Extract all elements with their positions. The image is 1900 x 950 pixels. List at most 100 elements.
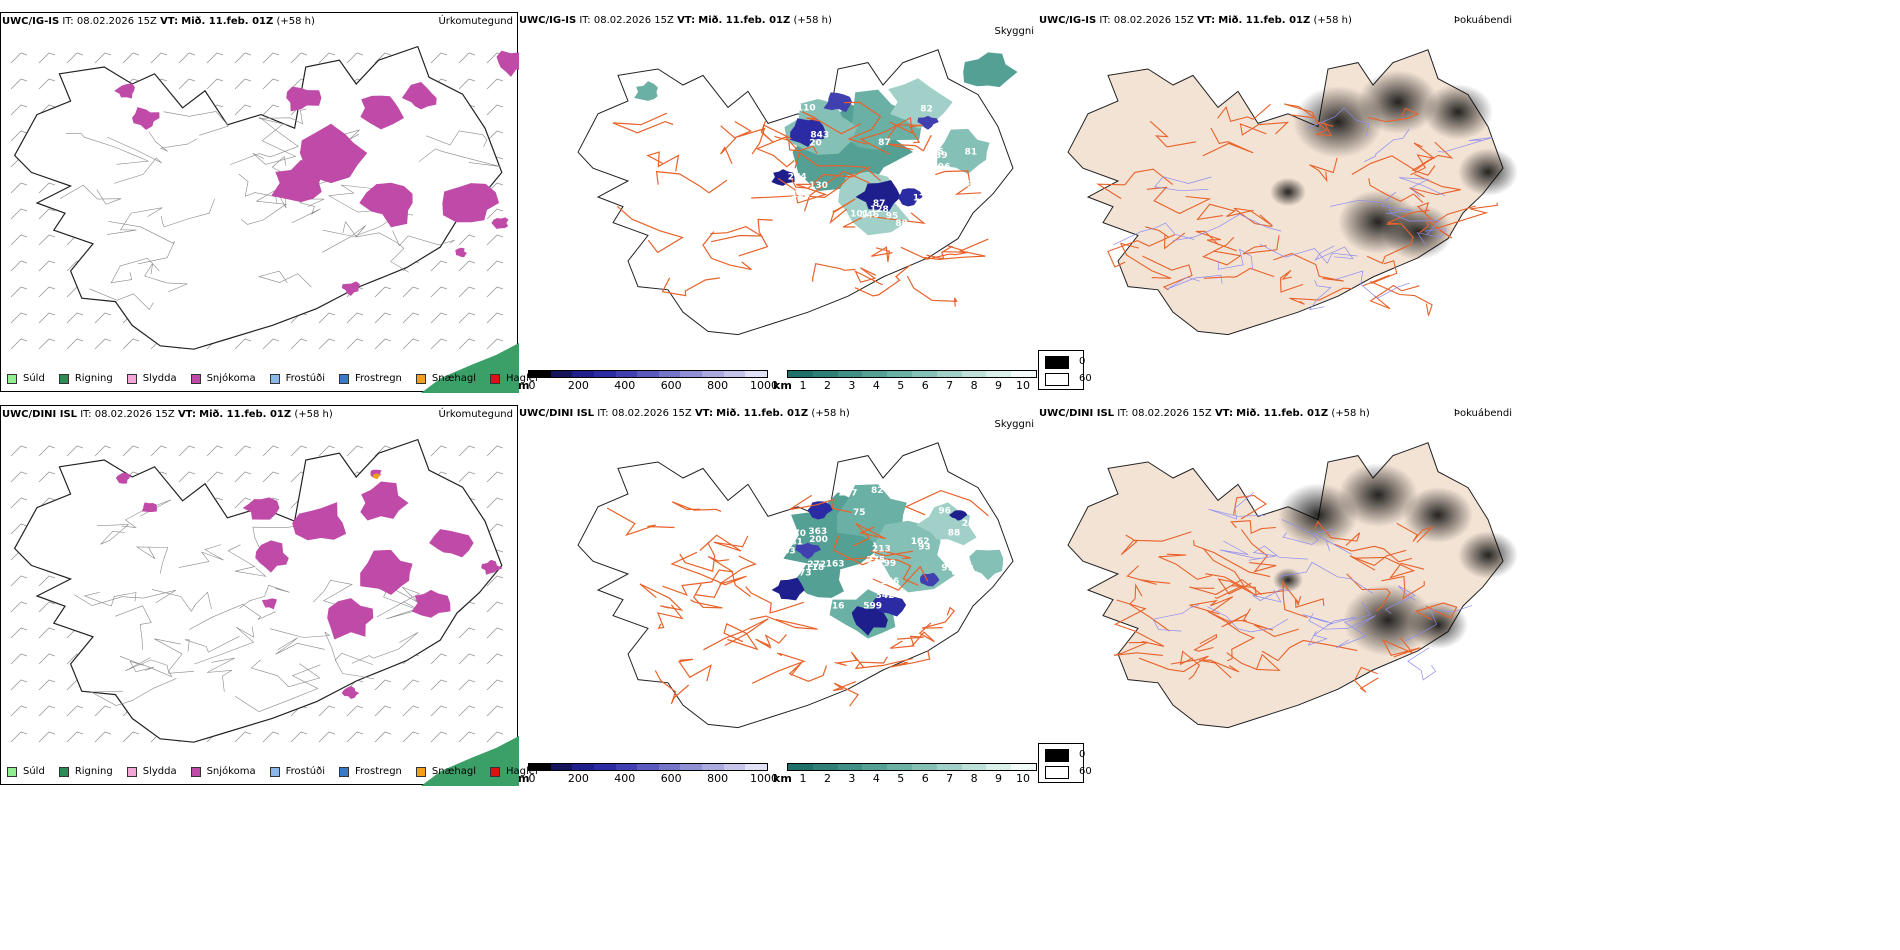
road-line bbox=[904, 489, 989, 517]
road-line bbox=[842, 212, 926, 228]
wind-barb bbox=[178, 52, 196, 64]
snow-patch bbox=[299, 123, 368, 184]
visibility-value-label: 170 bbox=[913, 194, 932, 204]
wind-barb bbox=[458, 286, 476, 298]
precip-legend-swatch bbox=[269, 766, 280, 777]
visibility-m-gradient bbox=[528, 763, 768, 771]
wind-barb bbox=[374, 286, 392, 298]
wind-barb bbox=[290, 338, 308, 350]
visibility-m-tick: 0 bbox=[528, 772, 536, 785]
road-line bbox=[788, 661, 828, 682]
road-line bbox=[745, 586, 804, 614]
wind-barb bbox=[38, 471, 56, 483]
road-line bbox=[1192, 540, 1271, 578]
visibility-m-tick: 0 bbox=[528, 379, 536, 392]
river-line bbox=[1313, 528, 1353, 555]
visibility-value-label: 75 bbox=[853, 508, 866, 518]
precip-legend-label: Haglél bbox=[506, 373, 538, 384]
road-line bbox=[1381, 637, 1421, 658]
road-line bbox=[923, 238, 989, 261]
precip-legend-swatch bbox=[7, 373, 17, 384]
road-line bbox=[1369, 284, 1420, 310]
precip-legend-item: Snæhagl bbox=[415, 766, 476, 777]
visibility-km-field bbox=[634, 52, 1018, 236]
wind-barb bbox=[262, 471, 280, 483]
graupel-patch bbox=[372, 473, 380, 479]
wind-barb bbox=[94, 312, 112, 324]
wind-barb bbox=[346, 312, 364, 324]
wind-barb bbox=[318, 705, 336, 717]
teal-fog-area bbox=[794, 557, 844, 598]
wind-barb bbox=[346, 445, 364, 457]
visibility-value-label: 96 bbox=[938, 506, 951, 516]
wind-barb bbox=[458, 705, 476, 717]
road-line bbox=[1207, 610, 1248, 628]
teal-fog-area bbox=[888, 78, 953, 129]
road-line bbox=[90, 678, 177, 706]
road-line bbox=[1366, 222, 1414, 264]
wind-barb bbox=[10, 705, 28, 717]
fog-panel-title: UWC/DINI ISL IT: 08.02.2026 15Z VT: Mið.… bbox=[1039, 408, 1370, 419]
road-line bbox=[1396, 522, 1434, 543]
visibility-panel-type: Skyggni bbox=[994, 419, 1034, 430]
river-line bbox=[1308, 613, 1376, 630]
blue-low-vis-area bbox=[917, 115, 939, 130]
road-line bbox=[108, 221, 175, 265]
road-line bbox=[1239, 121, 1289, 136]
visibility-km-tick: 1 bbox=[799, 772, 807, 785]
wind-barb bbox=[486, 260, 504, 272]
wind-barb bbox=[234, 78, 252, 90]
road-line bbox=[1114, 599, 1165, 647]
visibility-value-label: 272 bbox=[807, 560, 826, 570]
wind-barb bbox=[38, 104, 56, 116]
road-line bbox=[646, 151, 680, 172]
wind-barb bbox=[206, 445, 224, 457]
road-line bbox=[1096, 168, 1174, 200]
snow-patch bbox=[360, 549, 413, 595]
wind-barb bbox=[458, 679, 476, 691]
visibility-m-tick: 200 bbox=[567, 772, 589, 785]
blue-low-vis-area bbox=[790, 118, 826, 147]
snow-patch bbox=[455, 247, 467, 258]
river-line bbox=[1307, 107, 1370, 137]
precip-legend-item: Frostregn bbox=[339, 373, 402, 384]
road-line bbox=[1411, 141, 1454, 176]
road-line bbox=[1193, 633, 1218, 652]
road-line bbox=[1381, 575, 1425, 600]
river-line bbox=[1152, 604, 1200, 632]
visibility-value-label: 200 bbox=[809, 535, 828, 545]
wind-barb bbox=[38, 627, 56, 639]
river-line bbox=[1308, 280, 1332, 311]
road-line bbox=[910, 622, 935, 647]
visibility-km-tick: 5 bbox=[897, 772, 905, 785]
road-line bbox=[1119, 242, 1172, 279]
snow-patch bbox=[132, 107, 160, 130]
wind-barb bbox=[486, 731, 504, 743]
wind-barb bbox=[10, 497, 28, 509]
road-line bbox=[678, 658, 712, 682]
precip-legend-swatch bbox=[7, 766, 17, 777]
road-line bbox=[854, 656, 913, 670]
wind-barb bbox=[486, 653, 504, 665]
snow-patch bbox=[262, 598, 277, 610]
road-line bbox=[163, 111, 230, 136]
road-line bbox=[832, 681, 860, 707]
visibility-value-label: 101 bbox=[850, 210, 869, 220]
fog-index-field bbox=[1273, 463, 1518, 656]
road-line bbox=[1242, 608, 1299, 638]
road-line bbox=[662, 569, 734, 596]
road-line bbox=[1261, 639, 1358, 662]
road-line bbox=[1349, 549, 1407, 571]
precip-legend-item: Snjókoma bbox=[190, 766, 256, 777]
fog-map bbox=[1067, 49, 1518, 336]
precip-legend-item: Slydda bbox=[126, 766, 177, 777]
visibility-m-tick: 400 bbox=[614, 379, 636, 392]
precip-legend-item: Haglél bbox=[490, 373, 538, 384]
road-line bbox=[110, 257, 160, 284]
road-line bbox=[889, 650, 931, 668]
road-line bbox=[1315, 121, 1334, 137]
wind-barb bbox=[10, 627, 28, 639]
precip-legend-item: Súld bbox=[7, 373, 45, 384]
road-line bbox=[1279, 269, 1304, 293]
visibility-value-label: 88 bbox=[895, 219, 908, 229]
